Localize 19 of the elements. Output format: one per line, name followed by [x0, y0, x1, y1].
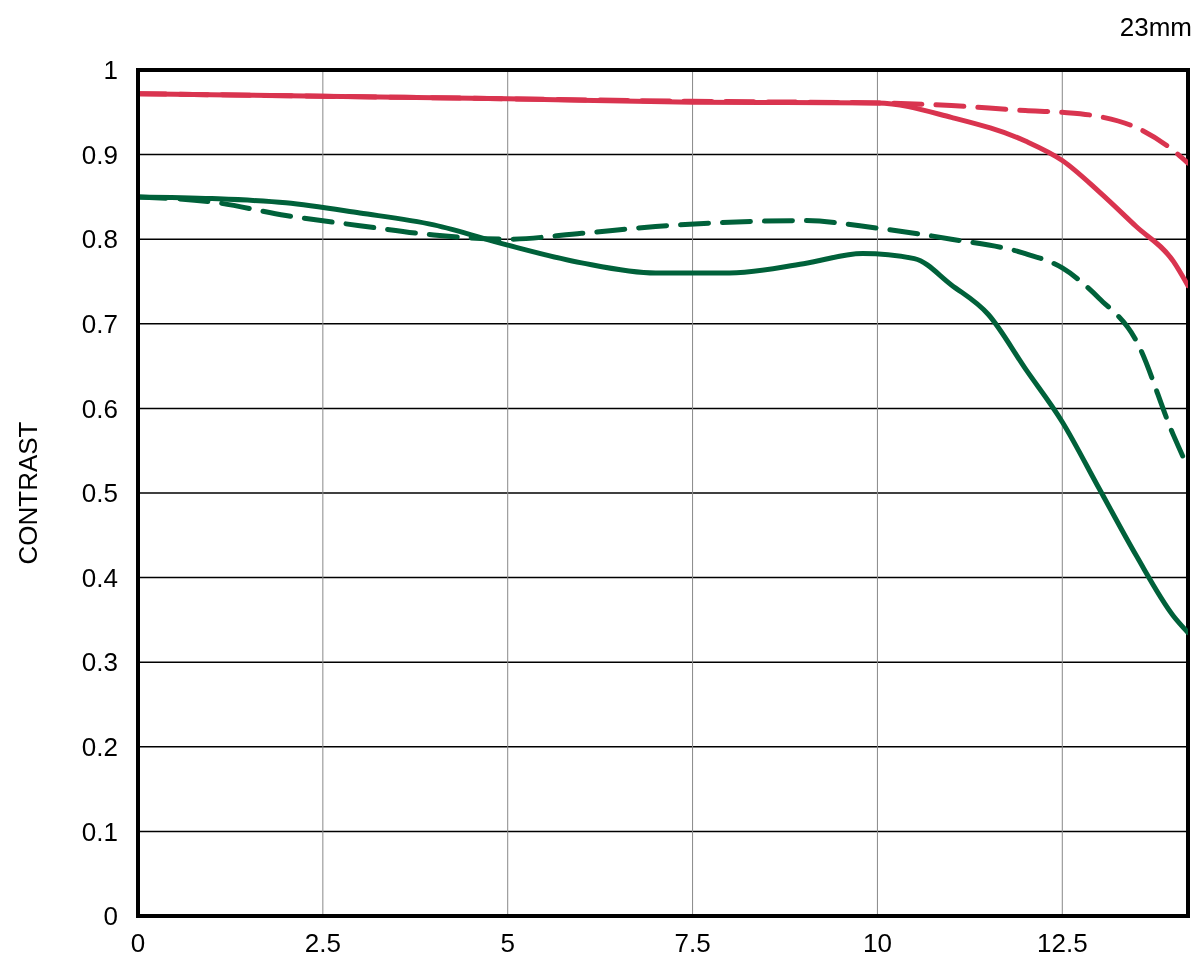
y-tick-label: 0 — [103, 901, 118, 932]
y-tick-label: 0.9 — [81, 139, 118, 170]
x-tick-label: 7.5 — [674, 928, 711, 959]
y-tick-label: 0.1 — [81, 816, 118, 847]
y-tick-label: 1 — [103, 55, 118, 86]
y-tick-label: 0.2 — [81, 732, 118, 763]
y-tick-label: 0.5 — [81, 478, 118, 509]
y-tick-label: 0.3 — [81, 647, 118, 678]
x-tick-label: 12.5 — [1036, 928, 1088, 959]
x-tick-label: 0 — [130, 928, 146, 959]
y-tick-label: 0.8 — [81, 224, 118, 255]
y-tick-label: 0.7 — [81, 309, 118, 340]
x-tick-label: 10 — [862, 928, 892, 959]
chart-title: 23mm — [1119, 12, 1192, 43]
y-tick-label: 0.4 — [81, 562, 118, 593]
y-axis-title: CONTRAST — [13, 421, 44, 565]
x-tick-label: 5 — [500, 928, 515, 959]
y-tick-label: 0.6 — [81, 393, 118, 424]
x-tick-label: 2.5 — [304, 928, 341, 959]
